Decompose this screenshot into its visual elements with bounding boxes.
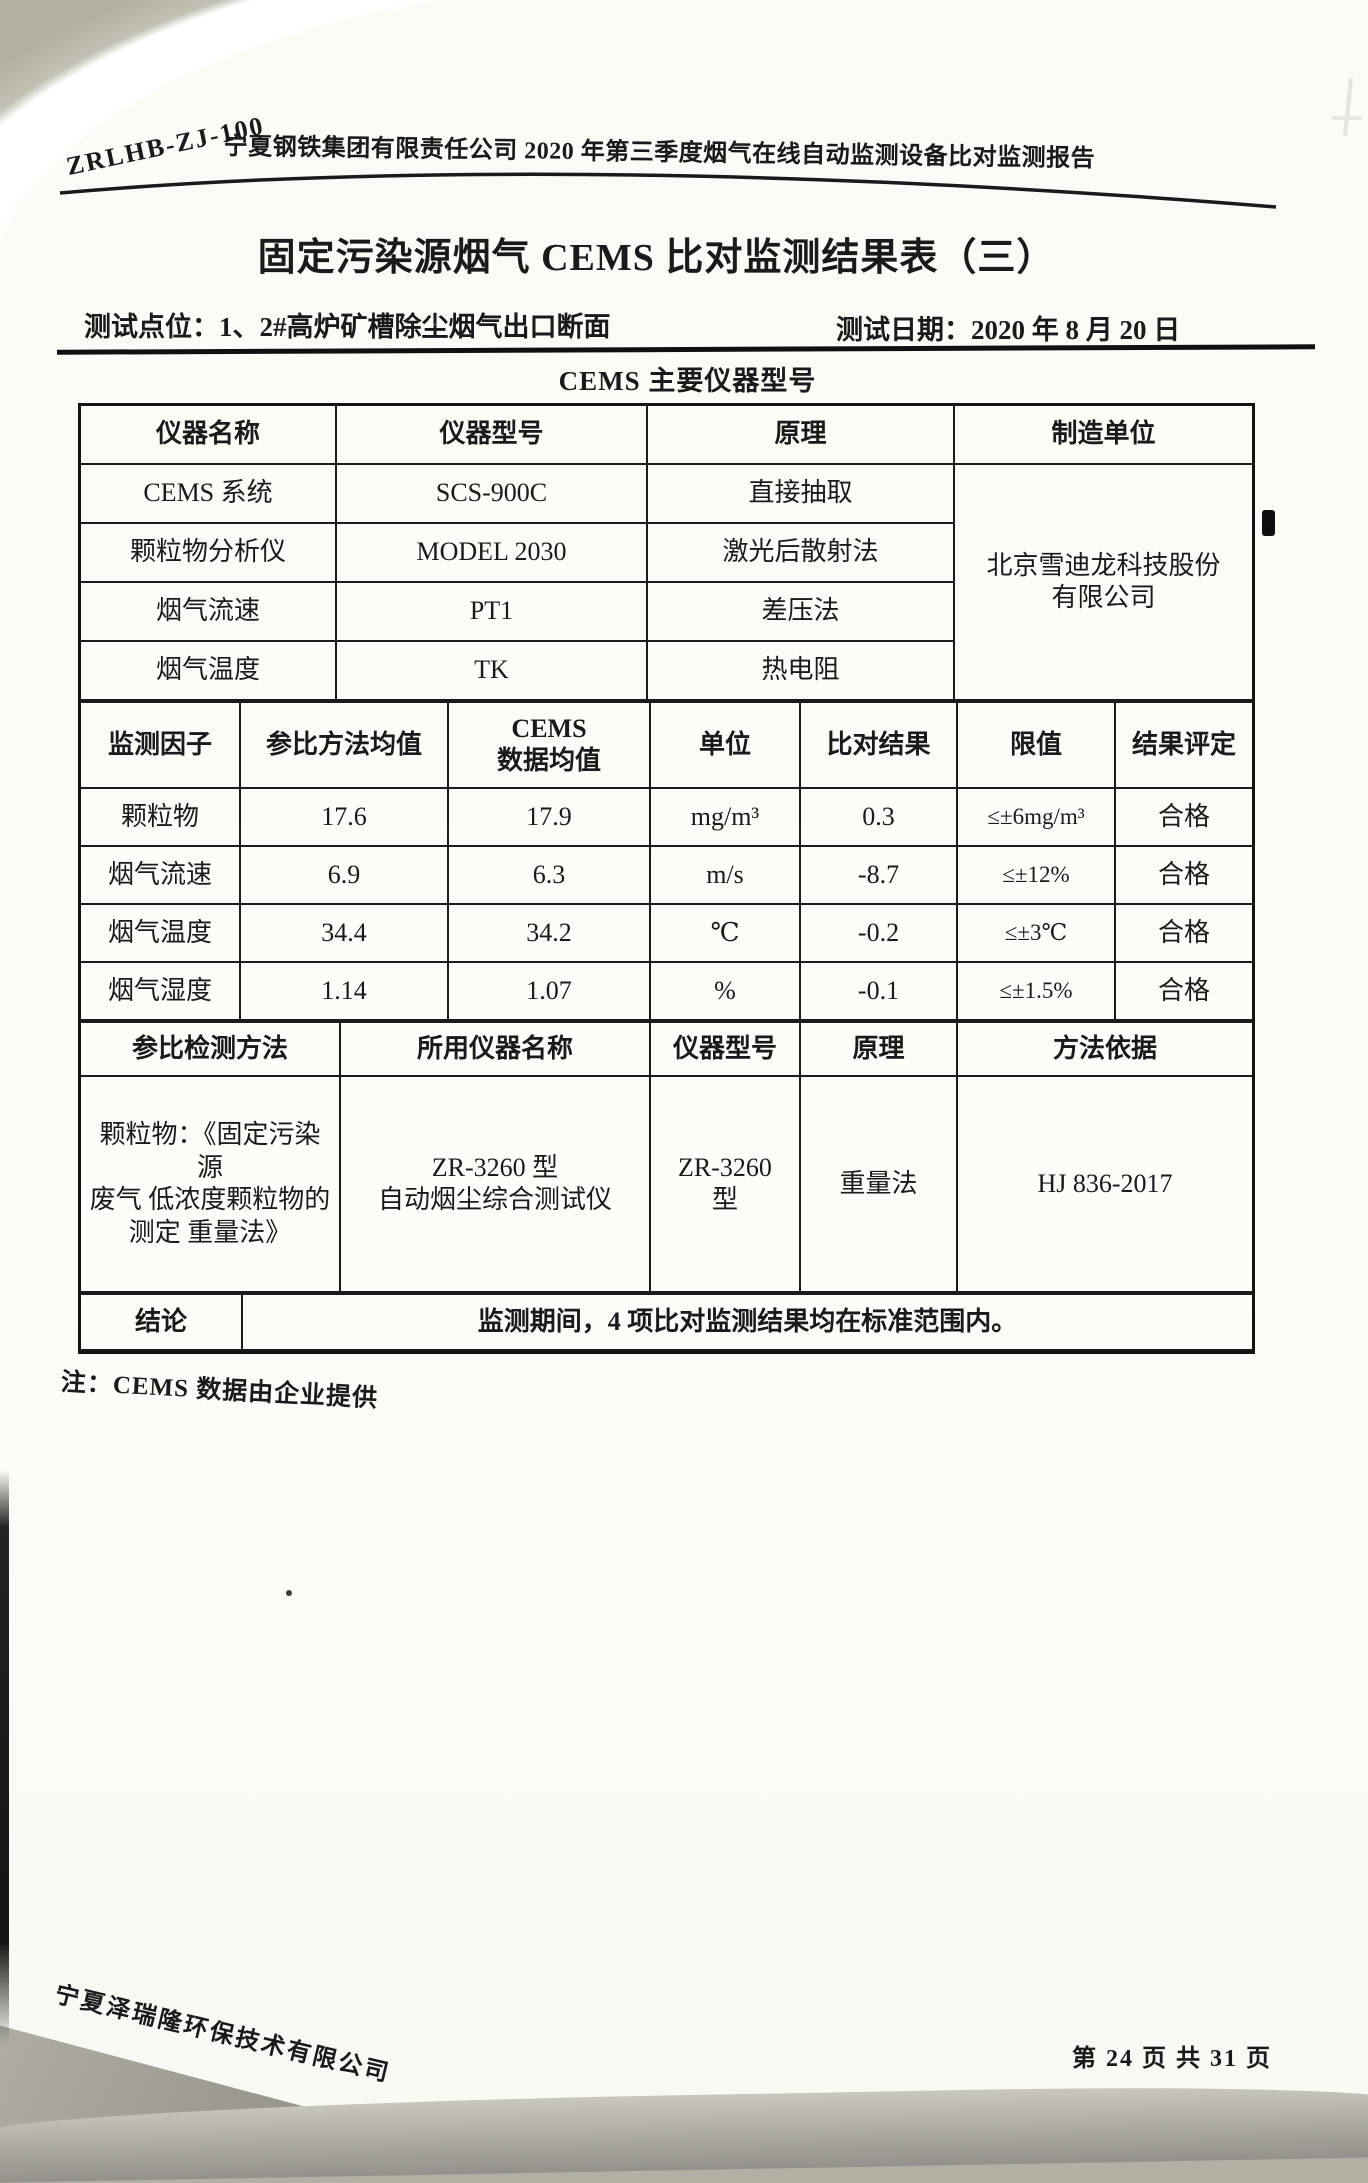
table-cell: 烟气温度 — [81, 642, 337, 701]
conclusion-row: 结论 监测期间，4 项比对监测结果均在标准范围内。 — [81, 1293, 1252, 1351]
table-cell: 17.9 — [449, 789, 651, 847]
conclusion-label: 结论 — [81, 1295, 243, 1351]
column-header: 仪器型号 — [651, 1023, 801, 1077]
manufacturer-cell: 北京雪迪龙科技股份有限公司 — [955, 465, 1252, 701]
table-cell: -8.7 — [801, 847, 958, 905]
method-table: 参比检测方法 所用仪器名称 仪器型号 原理 方法依据 颗粒物：《固定污染源 废气… — [81, 1021, 1252, 1293]
column-header: 参比方法均值 — [241, 703, 449, 789]
page-number: 第 24 页 共 31 页 — [1072, 2046, 1272, 2072]
table-cell: -0.1 — [801, 963, 958, 1021]
column-header: 监测因子 — [81, 703, 241, 789]
table-cell: m/s — [651, 847, 801, 905]
column-header: 原理 — [801, 1023, 958, 1077]
principle-cell: 重量法 — [801, 1077, 958, 1293]
table-cell: 1.14 — [241, 963, 449, 1021]
table-cell: 6.3 — [449, 847, 651, 905]
test-date-line: 测试日期：2020 年 8 月 20 日 — [836, 308, 1180, 347]
table-cell: 烟气流速 — [81, 847, 241, 905]
table-cell: 合格 — [1116, 905, 1252, 963]
column-header: 仪器型号 — [337, 406, 648, 465]
method-cell: 颗粒物：《固定污染源 废气 低浓度颗粒物的 测定 重量法》 — [81, 1077, 341, 1293]
test-date-label: 测试日期： — [836, 315, 971, 345]
table-cell: -0.2 — [801, 905, 958, 963]
instrument-cell: ZR-3260 型 自动烟尘综合测试仪 — [341, 1077, 651, 1293]
scan-artifact — [1332, 116, 1362, 120]
table-cell: 差压法 — [648, 583, 955, 642]
table-cell: 颗粒物 — [81, 789, 241, 847]
table-cell: MODEL 2030 — [337, 524, 648, 583]
column-header: CEMS 数据均值 — [449, 703, 651, 789]
page-corner-curl — [0, 0, 660, 260]
column-header: 限值 — [958, 703, 1116, 789]
column-header: 单位 — [651, 703, 801, 789]
table-cell: 合格 — [1116, 789, 1252, 847]
cems-table: 仪器名称 仪器型号 原理 制造单位 CEMS 系统 SCS-900C 直接抽取 … — [78, 403, 1255, 1354]
table-cell: 1.07 — [449, 963, 651, 1021]
test-point-line: 测试点位：1、2#高炉矿槽除尘烟气出口断面 — [84, 305, 611, 344]
column-header: 仪器名称 — [81, 406, 337, 465]
table-cell: ≤±12% — [958, 847, 1116, 905]
table-cell: 颗粒物分析仪 — [81, 524, 337, 583]
table-cell: SCS-900C — [337, 465, 648, 524]
table-cell: 烟气流速 — [81, 583, 337, 642]
table-cell: 热电阻 — [648, 642, 955, 701]
basis-cell: HJ 836-2017 — [958, 1077, 1252, 1293]
table-cell: ≤±1.5% — [958, 963, 1116, 1021]
table-cell: 直接抽取 — [648, 465, 955, 524]
column-header: 方法依据 — [958, 1023, 1252, 1077]
table-cell: 激光后散射法 — [648, 524, 955, 583]
table-cell: PT1 — [337, 583, 648, 642]
column-header: 参比检测方法 — [81, 1023, 341, 1077]
table-cell: 34.4 — [241, 905, 449, 963]
test-point-label: 测试点位： — [84, 312, 219, 342]
table-cell: 烟气温度 — [81, 905, 241, 963]
table-cell: ≤±3℃ — [958, 905, 1116, 963]
scan-artifact — [1262, 510, 1275, 536]
table-cell: 6.9 — [241, 847, 449, 905]
table-cell: 0.3 — [801, 789, 958, 847]
table-cell: mg/m³ — [651, 789, 801, 847]
table-cell: CEMS 系统 — [81, 465, 337, 524]
instrument-table: 仪器名称 仪器型号 原理 制造单位 CEMS 系统 SCS-900C 直接抽取 … — [81, 406, 1252, 701]
model-cell: ZR-3260 型 — [651, 1077, 801, 1293]
column-header: 制造单位 — [955, 406, 1252, 465]
conclusion-text: 监测期间，4 项比对监测结果均在标准范围内。 — [243, 1295, 1252, 1351]
table-cell: 烟气湿度 — [81, 963, 241, 1021]
table-cell: TK — [337, 642, 648, 701]
test-point-value: 1、2#高炉矿槽除尘烟气出口断面 — [219, 312, 611, 342]
table-cell: 合格 — [1116, 963, 1252, 1021]
table-cell: 17.6 — [241, 789, 449, 847]
test-date-value: 2020 年 8 月 20 日 — [971, 315, 1181, 345]
column-header: 结果评定 — [1116, 703, 1252, 789]
table-cell: ≤±6mg/m³ — [958, 789, 1116, 847]
table-cell: % — [651, 963, 801, 1021]
scan-artifact — [286, 1590, 292, 1596]
table-cell: 合格 — [1116, 847, 1252, 905]
column-header: 比对结果 — [801, 703, 958, 789]
column-header: 所用仪器名称 — [341, 1023, 651, 1077]
section-title: CEMS 主要仪器型号 — [558, 366, 817, 396]
comparison-table: 监测因子 参比方法均值 CEMS 数据均值 单位 比对结果 限值 结果评定 颗粒… — [81, 701, 1252, 1021]
table-cell: 34.2 — [449, 905, 651, 963]
scan-edge-strip — [0, 1470, 9, 2045]
column-header: 原理 — [648, 406, 955, 465]
table-cell: ℃ — [651, 905, 801, 963]
